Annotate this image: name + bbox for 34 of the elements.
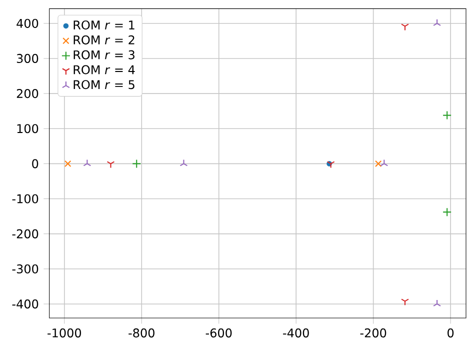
y-tick-label: -400 <box>12 299 38 309</box>
legend-label: ROM r = 5 <box>74 80 134 90</box>
point <box>442 110 452 120</box>
legend-label: ROM r = 1 <box>74 20 134 30</box>
x-tick-label: 0 <box>448 328 454 338</box>
point <box>64 160 72 168</box>
y-tick-label: -200 <box>12 229 38 238</box>
legend-label: ROM r = 3 <box>74 50 134 60</box>
point <box>400 298 409 306</box>
y-tick-label: 200 <box>16 89 38 98</box>
x-tick-label: -800 <box>128 328 154 338</box>
point <box>433 299 442 307</box>
legend-label: ROM r = 2 <box>74 35 134 44</box>
y-tick-label: -100 <box>12 194 38 204</box>
point <box>106 161 115 168</box>
point <box>400 24 409 31</box>
x-tick-label: -400 <box>283 328 309 338</box>
y-tick-label: 0 <box>32 159 38 168</box>
point <box>83 159 92 166</box>
point <box>326 161 335 168</box>
point <box>374 160 382 168</box>
x-tick-label: -600 <box>206 328 232 338</box>
x-tick-label: -1000 <box>48 328 82 338</box>
x-tick-label: -200 <box>360 328 386 338</box>
y-tick-label: 100 <box>17 124 38 134</box>
point <box>433 18 442 26</box>
point <box>132 159 142 168</box>
point <box>380 159 388 166</box>
point <box>180 159 188 166</box>
legend-label: ROM r = 4 <box>74 65 135 74</box>
y-tick-label: -300 <box>12 264 38 274</box>
y-tick-label: 300 <box>16 54 38 64</box>
y-tick-label: 400 <box>16 18 38 28</box>
point <box>442 208 452 217</box>
